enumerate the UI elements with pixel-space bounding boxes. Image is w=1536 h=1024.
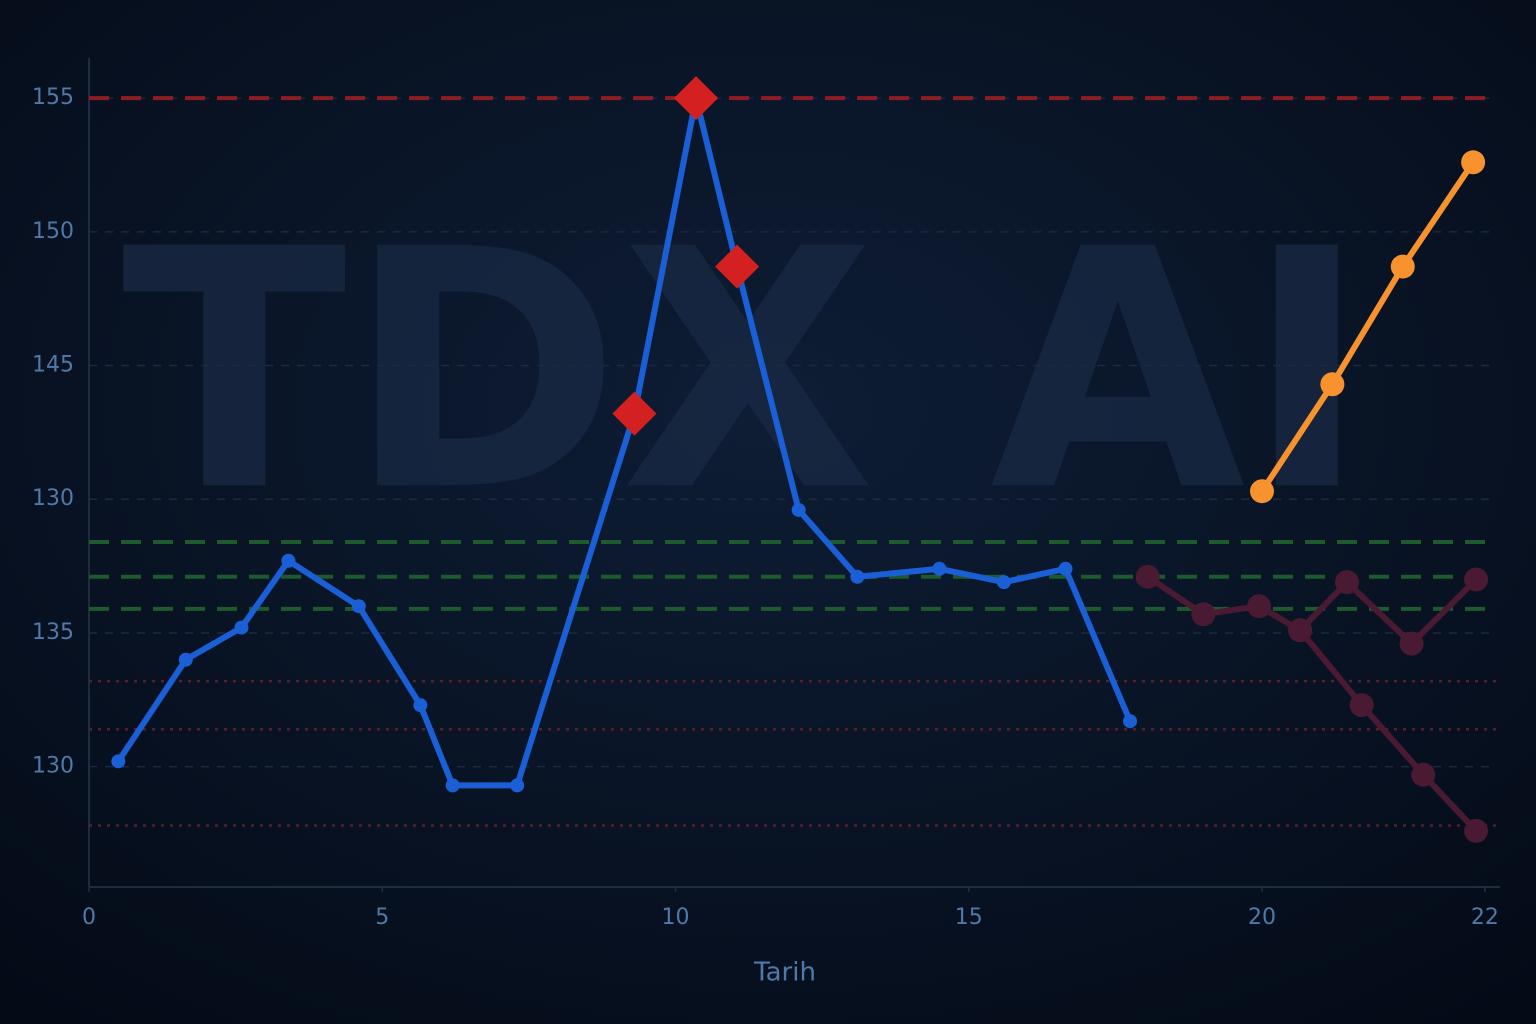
point-marker <box>1191 602 1216 627</box>
y-tick-label: 135 <box>32 620 74 645</box>
point-marker <box>850 569 865 584</box>
point-marker <box>178 652 193 667</box>
watermark: TDX AI <box>122 179 1369 563</box>
point-marker <box>445 778 460 793</box>
y-tick-label: 130 <box>32 486 74 511</box>
point-marker <box>1464 567 1489 592</box>
point-marker <box>1288 618 1313 643</box>
point-marker <box>1320 372 1345 397</box>
series-line <box>1259 159 1477 495</box>
diamond-marker <box>715 244 760 289</box>
point-marker <box>351 599 366 614</box>
y-tick-label: 145 <box>32 353 74 378</box>
point-marker <box>234 620 249 635</box>
x-tick-label: 22 <box>1471 905 1499 930</box>
x-axis-label: Tarih <box>753 958 816 988</box>
x-tick-label: 0 <box>82 905 96 930</box>
point-marker <box>1247 594 1272 619</box>
x-tick-label: 10 <box>662 905 690 930</box>
point-marker <box>1390 254 1415 279</box>
y-tick-label: 130 <box>32 754 74 779</box>
diamond-marker <box>612 391 657 436</box>
y-tick-label: 150 <box>32 219 74 244</box>
point-marker <box>1058 561 1073 576</box>
point-marker <box>932 561 947 576</box>
point-marker <box>1123 714 1138 729</box>
x-tick-label: 15 <box>955 905 983 930</box>
point-marker <box>281 553 296 568</box>
point-marker <box>1399 631 1424 656</box>
series-line <box>1297 627 1480 834</box>
point-marker <box>1250 479 1274 504</box>
point-marker <box>1411 762 1436 787</box>
x-tick-label: 20 <box>1248 905 1276 930</box>
point-marker <box>1461 150 1486 175</box>
point-marker <box>791 502 806 517</box>
point-marker <box>1135 564 1160 589</box>
point-marker <box>1464 818 1489 843</box>
point-marker <box>996 575 1011 590</box>
point-marker <box>413 698 428 713</box>
x-tick-label: 5 <box>375 905 389 930</box>
diamond-marker <box>674 76 719 121</box>
y-tick-label: 155 <box>32 85 74 110</box>
point-marker <box>1349 693 1374 718</box>
point-marker <box>510 778 525 793</box>
point-marker <box>111 754 126 769</box>
point-marker <box>1335 570 1360 595</box>
